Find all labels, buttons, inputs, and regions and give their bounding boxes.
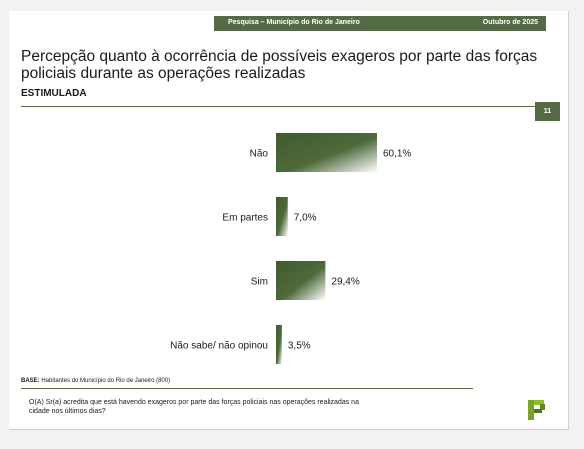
value-label: 7,0% [294,213,317,224]
bar-0 [276,133,377,172]
header-bar: Pesquisa – Município do Rio de Janeiro O… [214,16,546,31]
header-divider [21,106,541,107]
category-label: Sim [251,277,268,288]
page-subtitle: ESTIMULADA [21,88,87,99]
base-prefix: BASE: [21,378,40,384]
value-label: 60,1% [383,149,411,160]
base-text: Habitantes do Município do Rio de Janeir… [39,378,171,384]
category-label: Não [250,149,269,160]
footer-divider [21,388,473,389]
bar-1 [276,197,288,236]
page-title: Percepção quanto à ocorrência de possíve… [21,48,538,82]
brand-logo [528,400,545,420]
slide: Pesquisa – Município do Rio de Janeiro O… [9,11,569,430]
value-label: 29,4% [331,277,359,288]
bar-2 [276,261,326,300]
question-text: O(A) Sr(a) acredita que está havendo exa… [29,399,359,415]
category-label: Em partes [222,213,268,224]
category-label: Não sabe/ não opinou [170,341,268,352]
survey-label: Pesquisa – Município do Rio de Janeiro [228,19,360,26]
page-number: 11 [535,102,560,121]
bar-3 [276,325,282,364]
date-label: Outubro de 2025 [482,19,538,26]
bar-chart: Não 60,1% Em partes 7,0% Sim 29,4% Não sabe/ n… [170,133,411,364]
value-label: 3,5% [288,341,311,352]
base-note: BASE: Habitantes do Município do Rio de … [21,378,170,384]
